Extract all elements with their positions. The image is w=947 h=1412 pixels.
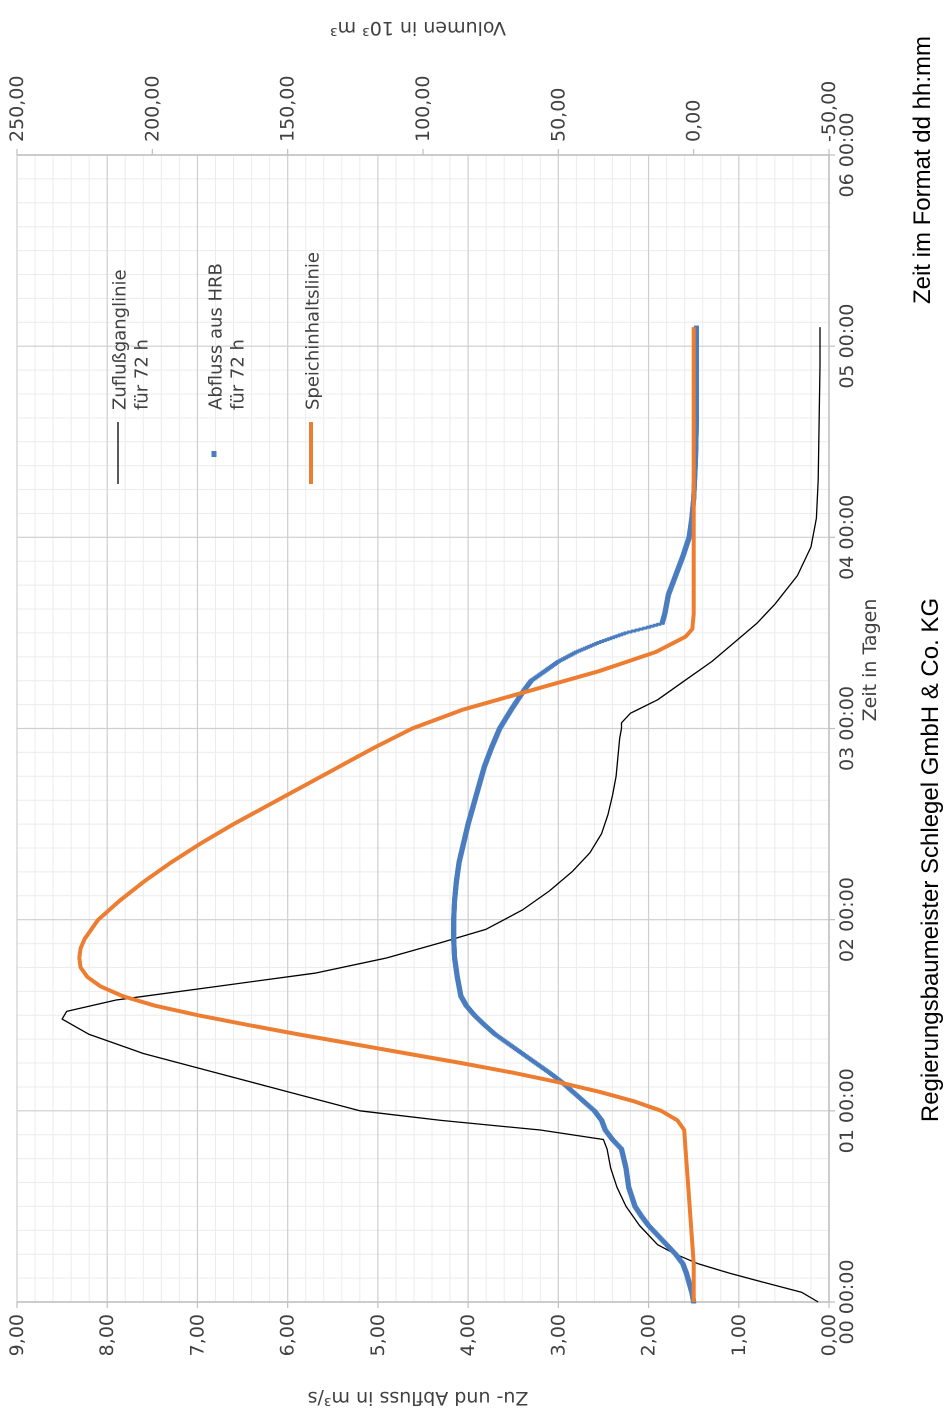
left-y-axis-title: Zu- und Abfluss in m³/s [308, 1387, 529, 1409]
legend-item-zuflu-ganglinie: Zuflußganglinie für 72 h [110, 269, 153, 484]
left-y-tick-label: 8,00 [96, 1314, 118, 1356]
x-tick-label: 02 00:00 [836, 877, 858, 962]
left-y-tick-label: 6,00 [277, 1314, 299, 1356]
right-y-tick-label: -50,00 [818, 81, 840, 142]
data-point [596, 640, 602, 644]
x-tick-label: 01 00:00 [836, 1068, 858, 1153]
data-point [601, 639, 607, 643]
legend-label: für 72 h [132, 339, 153, 410]
right-y-tick-label: 100,00 [412, 76, 434, 142]
right-y-tick-label: 250,00 [6, 76, 28, 142]
left-y-tick-label: 2,00 [638, 1314, 660, 1356]
data-point [620, 632, 626, 636]
x-tick-label: 00 00:00 [836, 1260, 858, 1345]
data-point [642, 626, 648, 630]
right-y-tick-label: 200,00 [141, 76, 163, 142]
data-point [609, 636, 615, 640]
data-point [646, 625, 652, 629]
data-point [618, 633, 624, 637]
right-y-tick-label: 50,00 [547, 88, 569, 142]
x-tick-label: 04 00:00 [836, 495, 858, 580]
left-y-tick-label: 1,00 [728, 1314, 750, 1356]
legend-label: Abfluss aus HRB [206, 263, 227, 410]
data-point [604, 638, 610, 642]
right-y-tick-label: 150,00 [277, 76, 299, 142]
left-y-tick-label: 7,00 [186, 1314, 208, 1356]
legend-label: für 72 h [228, 339, 249, 410]
left-y-tick-label: 9,00 [6, 1314, 28, 1356]
data-point [607, 637, 613, 641]
data-point [627, 630, 633, 634]
data-point [638, 627, 644, 631]
right-y-axis-title: Volumen in 10³ m³ [330, 17, 506, 39]
x-axis-title: Zeit in Tagen [859, 599, 881, 722]
left-y-tick-label: 0,00 [818, 1314, 840, 1356]
data-point [612, 635, 618, 639]
series-layer [61, 325, 821, 1304]
left-y-tick-label: 3,00 [547, 1314, 569, 1356]
x-tick-label: 03 00:00 [836, 686, 858, 771]
left-y-tick-label: 5,00 [367, 1314, 389, 1356]
series-speichinhaltslinie-line [77, 327, 696, 1302]
series-zuflu-ganglinie-line [61, 327, 821, 1303]
legend-swatch [211, 451, 217, 457]
tick-labels: 00 00:00 01 00:00 02 00:00 03 00:00 04 00:00… [6, 76, 858, 1357]
axes [16, 149, 835, 1308]
credit-label: Regierungsbaumeister Schlegel GmbH & Co.… [917, 598, 944, 1122]
left-y-tick-label: 4,00 [457, 1314, 479, 1356]
legend-label: Speichinhaltslinie [303, 252, 324, 410]
data-point [693, 325, 699, 329]
data-point [649, 624, 655, 628]
data-point [652, 623, 658, 627]
data-point [599, 640, 605, 644]
legend-item-speichinhaltslinie: Speichinhaltslinie [303, 252, 324, 484]
x-tick-label: 05 00:00 [836, 304, 858, 389]
time-format-note: Zeit im Format dd hh:mm [909, 36, 936, 304]
legend: Zuflußganglinie für 72 h Abfluss aus HRB fü… [110, 252, 324, 484]
legend-label: Zuflußganglinie [110, 269, 131, 410]
data-point [623, 631, 629, 635]
x-tick-label: 06 00:00 [836, 113, 858, 198]
data-point [631, 629, 637, 633]
right-y-tick-label: 0,00 [683, 100, 705, 142]
data-point [634, 628, 640, 632]
data-point [615, 634, 621, 638]
legend-item-abfluss-aus-hrb: Abfluss aus HRB für 72 h [206, 263, 249, 457]
data-point [656, 622, 662, 626]
